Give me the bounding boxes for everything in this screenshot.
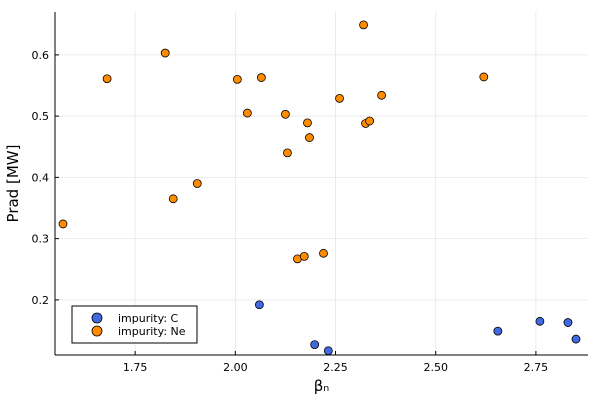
x-tick-label: 2.50 (423, 361, 448, 374)
y-tick-label: 0.2 (32, 294, 50, 307)
data-point-impurity-c (493, 326, 503, 336)
data-point-impurity-c (571, 334, 581, 344)
data-point-impurity-c (254, 300, 264, 310)
data-point-impurity-ne (359, 20, 368, 30)
data-point-impurity-c (535, 316, 545, 326)
data-point-impurity-c (310, 340, 320, 349)
x-tick-label: 2.25 (323, 361, 348, 374)
x-tick-label: 1.75 (123, 361, 148, 374)
data-point-impurity-ne (299, 251, 309, 261)
data-point-impurity-ne (365, 116, 374, 126)
data-point-impurity-c (323, 346, 333, 356)
data-point-impurity-ne (168, 194, 178, 204)
x-tick-label: 2.75 (524, 361, 549, 374)
legend-label-impurity-c: impurity: C (118, 312, 179, 325)
y-axis-title: Prad [MW] (4, 145, 22, 223)
x-tick-label: 2.00 (223, 361, 248, 374)
data-point-impurity-ne (232, 74, 242, 84)
y-tick-label: 0.4 (32, 171, 50, 184)
data-point-impurity-ne (283, 148, 292, 158)
data-point-impurity-ne (242, 108, 252, 118)
data-point-impurity-ne (377, 90, 387, 100)
data-point-impurity-ne (281, 109, 290, 119)
data-point-impurity-c (563, 318, 573, 327)
data-point-impurity-ne (305, 133, 314, 142)
axes (54, 12, 588, 356)
data-point-impurity-ne (319, 248, 328, 258)
y-tick-label: 0.3 (32, 233, 50, 246)
y-tick-label: 0.5 (32, 110, 50, 123)
tick-labels: 1.75 2.00 2.25 2.50 2.75 0.2 0.3 0.4 0.5 0.6 (32, 49, 549, 374)
data-point-impurity-ne (256, 73, 266, 82)
data-point-impurity-ne (479, 72, 489, 82)
y-tick-label: 0.6 (32, 49, 50, 62)
data-points (58, 20, 581, 356)
legend-marker-impurity-c (91, 312, 103, 324)
legend-marker-impurity-ne (91, 325, 103, 337)
data-point-impurity-ne (192, 179, 202, 188)
data-point-impurity-ne (102, 74, 112, 84)
legend: impurity: C impurity: Ne (71, 305, 198, 344)
data-point-impurity-ne (58, 219, 68, 229)
data-point-impurity-ne (335, 93, 344, 103)
data-point-impurity-ne (303, 118, 312, 128)
x-axis-title: βₙ (314, 377, 330, 395)
data-point-impurity-ne (160, 48, 170, 58)
grid (55, 12, 588, 355)
legend-box (71, 305, 198, 344)
legend-label-impurity-ne: impurity: Ne (118, 325, 186, 338)
